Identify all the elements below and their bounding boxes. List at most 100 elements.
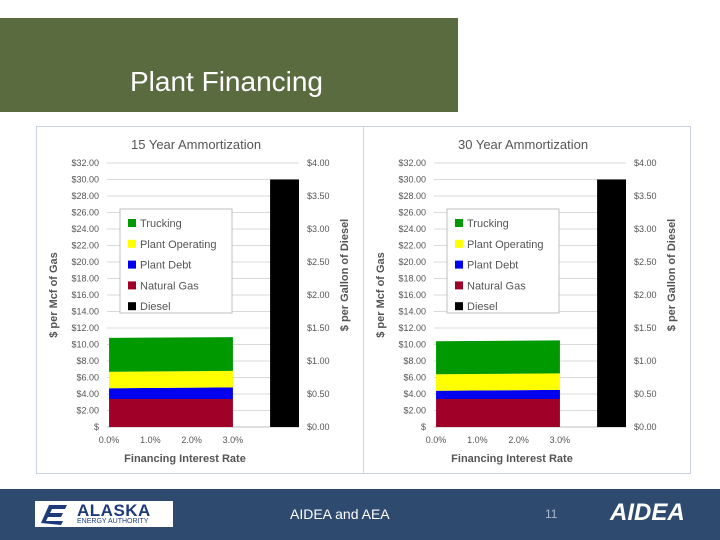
y2-tick-label: $2.00: [307, 290, 330, 300]
y2-tick-label: $3.00: [634, 224, 657, 234]
legend-box: [119, 208, 233, 314]
series-plant-operating: [109, 370, 233, 389]
y-tick-label: $28.00: [71, 191, 99, 201]
x-tick-label: 0.0%: [426, 435, 447, 445]
x-axis-title: Financing Interest Rate: [451, 453, 573, 465]
y-tick-label: $10.00: [71, 340, 99, 350]
series-trucking: [109, 337, 233, 372]
y-tick-label: $8.00: [76, 356, 99, 366]
legend-label: Diesel: [467, 301, 498, 313]
y-tick-label: $4.00: [76, 389, 99, 399]
aea-logo-main: ALASKA: [77, 501, 151, 520]
y-tick-label: $4.00: [403, 389, 426, 399]
y-tick-label: $26.00: [71, 208, 99, 218]
y-tick-label: $24.00: [71, 224, 99, 234]
y2-tick-label: $2.00: [634, 290, 657, 300]
y2-tick-label: $3.50: [634, 191, 657, 201]
y-tick-label: $22.00: [398, 241, 426, 251]
y-tick-label: $26.00: [398, 208, 426, 218]
y-tick-label: $6.00: [403, 373, 426, 383]
legend-label: Natural Gas: [140, 280, 199, 292]
legend-swatch: [455, 239, 463, 248]
aea-logo-sub: ENERGY AUTHORITY: [77, 518, 149, 525]
legend-swatch: [128, 281, 136, 290]
legend-swatch: [128, 239, 136, 248]
y2-tick-label: $0.50: [634, 389, 657, 399]
y-tick-label: $20.00: [71, 257, 99, 267]
legend-swatch: [455, 260, 463, 269]
chart-title: 15 Year Ammortization: [131, 137, 261, 152]
y2-tick-label: $1.00: [307, 356, 330, 366]
legend-label: Natural Gas: [467, 280, 526, 292]
series-trucking: [436, 340, 560, 375]
diesel-bar: [597, 179, 626, 427]
y2-tick-label: $4.00: [307, 158, 330, 168]
series-natural-gas: [109, 398, 233, 427]
legend-label: Plant Operating: [140, 239, 216, 251]
y-tick-label: $30.00: [398, 175, 426, 185]
series-plant-debt: [436, 389, 560, 399]
y2-tick-label: $1.00: [634, 356, 657, 366]
legend-swatch: [128, 260, 136, 269]
y-tick-label: $32.00: [398, 158, 426, 168]
y2-axis-title: $ per Gallon of Diesel: [666, 219, 678, 331]
y-tick-label: $8.00: [403, 356, 426, 366]
legend-label: Plant Debt: [467, 260, 518, 272]
legend-swatch: [128, 302, 136, 311]
legend-swatch: [455, 219, 463, 227]
series-plant-operating: [436, 373, 560, 391]
y2-axis-title: $ per Gallon of Diesel: [339, 219, 351, 331]
y-tick-label: $: [421, 422, 426, 432]
y-tick-label: $16.00: [71, 290, 99, 300]
y-tick-label: $10.00: [398, 340, 426, 350]
legend-label: Trucking: [467, 218, 509, 230]
legend-label: Trucking: [140, 218, 182, 230]
y-tick-label: $6.00: [76, 373, 99, 383]
y-tick-label: $2.00: [403, 406, 426, 416]
chart-30-year: $ $2.00 $4.00 $6.00 $8.00 $10.00 $12.00 $14.00 $…: [363, 126, 691, 474]
y2-tick-label: $2.50: [634, 257, 657, 267]
y2-tick-label: $2.50: [307, 257, 330, 267]
legend-label: Plant Operating: [467, 239, 543, 251]
y2-tick-label: $3.00: [307, 224, 330, 234]
chart-title: 30 Year Ammortization: [458, 137, 588, 152]
legend-label: Plant Debt: [140, 260, 191, 272]
y-tick-label: $18.00: [398, 274, 426, 284]
legend-swatch: [455, 302, 463, 311]
y-tick-label: $12.00: [398, 323, 426, 333]
chart-15-year: $ $2.00 $4.00 $6.00 $8.00 $10.00 $12.00 $14.00 $…: [36, 126, 364, 474]
series-natural-gas: [436, 398, 560, 427]
y-tick-label: $14.00: [71, 307, 99, 317]
y-tick-label: $16.00: [398, 290, 426, 300]
y-tick-label: $20.00: [398, 257, 426, 267]
chart-30-year-svg: $ $2.00 $4.00 $6.00 $8.00 $10.00 $12.00 $14.00 $…: [375, 137, 678, 465]
y-tick-label: $28.00: [398, 191, 426, 201]
series-plant-debt: [109, 387, 233, 399]
y2-tick-label: $3.50: [307, 191, 330, 201]
legend-label: Diesel: [140, 301, 171, 313]
x-tick-label: 0.0%: [99, 435, 120, 445]
y-tick-label: $: [94, 422, 99, 432]
y-axis-title: $ per Mcf of Gas: [48, 252, 60, 338]
y-tick-label: $22.00: [71, 241, 99, 251]
y-axis-title: $ per Mcf of Gas: [375, 252, 387, 338]
x-tick-label: 1.0%: [467, 435, 488, 445]
y-tick-label: $24.00: [398, 224, 426, 234]
x-tick-label: 2.0%: [508, 435, 529, 445]
y-tick-label: $14.00: [398, 307, 426, 317]
legend-swatch: [455, 281, 463, 290]
footer-center-text: AIDEA and AEA: [290, 506, 390, 522]
legend-box: [446, 208, 560, 314]
x-tick-label: 1.0%: [140, 435, 161, 445]
y2-tick-label: $4.00: [634, 158, 657, 168]
y2-tick-label: $0.00: [307, 422, 330, 432]
y-tick-label: $2.00: [76, 406, 99, 416]
diesel-bar: [270, 179, 299, 427]
x-tick-label: 3.0%: [550, 435, 571, 445]
y-tick-label: $32.00: [71, 158, 99, 168]
y2-tick-label: $1.50: [307, 323, 330, 333]
y2-tick-label: $0.50: [307, 389, 330, 399]
y-tick-label: $18.00: [71, 274, 99, 284]
slide-title: Plant Financing: [130, 66, 324, 97]
x-tick-label: 3.0%: [223, 435, 244, 445]
